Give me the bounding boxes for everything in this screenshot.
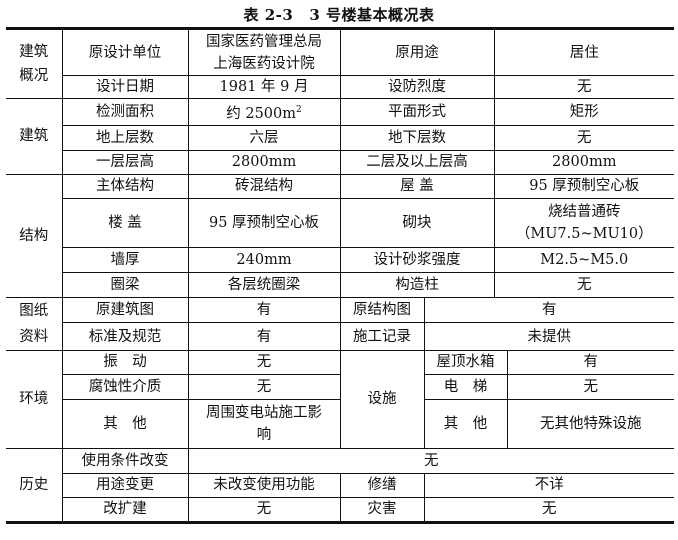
field-value: 烧结普通砖 （MU7.5~MU10）	[493, 197, 674, 248]
field-value: 有	[506, 349, 674, 375]
field-value: 有	[187, 296, 341, 324]
field-label: 灾害	[339, 496, 425, 524]
field-value: 无	[493, 271, 674, 298]
field-label: 设计砂浆强度	[339, 246, 495, 273]
field-label: 设计日期	[62, 75, 189, 99]
field-label: 屋 盖	[339, 173, 495, 199]
field-value: 240mm	[187, 246, 341, 273]
table-row: 建筑概况 原设计单位 国家医药管理总局 上海医药设计院 原用途 居住	[6, 27, 674, 99]
section-label: 建筑概况	[6, 27, 63, 99]
field-label: 标准及规范	[62, 322, 189, 351]
field-label: 地下层数	[339, 124, 495, 151]
field-label: 改扩建	[62, 496, 189, 524]
table-row: 结构 主体结构 砖混结构 屋 盖 95 厚预制空心板	[6, 173, 674, 298]
field-value: 矩形	[493, 98, 674, 126]
table-row: 图纸 资料 原建筑图 有 原结构图 有	[6, 296, 674, 351]
field-value: 无	[187, 349, 341, 375]
field-label: 腐蚀性介质	[62, 373, 189, 400]
field-value: 无	[506, 373, 674, 400]
field-value: 无	[187, 447, 674, 474]
table-row: 用途变更 未改变使用功能 修缮 不详	[6, 472, 674, 498]
field-value: 未提供	[423, 322, 674, 351]
field-value: 95 厚预制空心板	[187, 197, 341, 248]
field-label: 地上层数	[62, 124, 189, 151]
field-label: 一层层高	[62, 149, 189, 175]
field-label: 原建筑图	[61, 296, 189, 324]
field-label: 设防烈度	[339, 75, 495, 99]
field-value: 2800mm	[493, 149, 674, 175]
field-label: 其 他	[62, 398, 189, 449]
table-title: 表 2-3 3 号楼基本概况表	[0, 4, 678, 25]
field-label: 使用条件改变	[61, 447, 189, 474]
section-label: 历史	[6, 447, 63, 524]
field-value: 95 厚预制空心板	[493, 173, 674, 199]
field-value: 有	[423, 296, 674, 324]
field-value: 国家医药管理总局 上海医药设计院	[187, 27, 341, 76]
building-overview-table: 建筑概况 原设计单位 国家医药管理总局 上海医药设计院 原用途 居住 设计日期 1…	[6, 27, 674, 524]
table-row: 建筑 检测面积 约 2500m2 平面形式 矩形	[6, 98, 674, 175]
field-value: 无其他特殊设施	[506, 398, 674, 449]
field-value: 六层	[187, 124, 341, 151]
field-label: 振 动	[61, 349, 189, 375]
field-label: 原用途	[339, 27, 495, 76]
table-row: 一层层高 2800mm 二层及以上层高 2800mm	[6, 149, 674, 175]
field-label: 圈梁	[62, 271, 189, 298]
table-row: 墙厚 240mm 设计砂浆强度 M2.5~M5.0	[6, 246, 674, 273]
table-row: 改扩建 无 灾害 无	[6, 496, 674, 524]
field-label: 平面形式	[339, 98, 495, 126]
field-value: 无	[423, 496, 674, 524]
field-label: 检测面积	[61, 98, 189, 126]
field-label: 电 梯	[423, 373, 508, 400]
table-row: 楼 盖 95 厚预制空心板 砌块 烧结普通砖 （MU7.5~MU10）	[6, 197, 674, 248]
section-label: 图纸 资料	[6, 296, 63, 351]
field-value: 有	[187, 322, 341, 351]
table-row: 圈梁 各层统圈梁 构造柱 无	[6, 271, 674, 298]
field-label: 主体结构	[61, 173, 189, 199]
table-row: 历史 使用条件改变 无	[6, 447, 674, 524]
table-number: 表 2-3	[243, 6, 294, 24]
field-value: 1981 年 9 月	[187, 75, 341, 99]
field-value: 无	[187, 496, 341, 524]
field-label: 二层及以上层高	[339, 149, 495, 175]
field-label: 砌块	[339, 197, 495, 248]
field-label: 施工记录	[339, 322, 425, 351]
field-label: 其 他	[423, 398, 508, 449]
field-label: 构造柱	[339, 271, 495, 298]
table-row: 地上层数 六层 地下层数 无	[6, 124, 674, 151]
table-row: 其 他 周围变电站施工影响 其 他 无其他特殊设施	[6, 398, 674, 449]
field-label: 原结构图	[339, 296, 425, 324]
field-value: 周围变电站施工影响	[187, 398, 341, 449]
field-value: 未改变使用功能	[187, 472, 341, 498]
field-label: 用途变更	[62, 472, 189, 498]
field-value: 各层统圈梁	[187, 271, 341, 298]
field-value: M2.5~M5.0	[493, 246, 674, 273]
field-value: 无	[187, 373, 341, 400]
field-value: 约 2500m2	[187, 98, 341, 126]
table-row: 标准及规范 有 施工记录 未提供	[6, 322, 674, 351]
field-value: 无	[493, 75, 674, 99]
field-label: 屋顶水箱	[423, 349, 508, 375]
table-row: 环境 振 动 无 设施 屋顶水箱 有	[6, 349, 674, 449]
table-row: 设计日期 1981 年 9 月 设防烈度 无	[6, 75, 674, 99]
section-label: 环境	[6, 349, 63, 449]
field-label: 楼 盖	[62, 197, 189, 248]
field-value: 砖混结构	[187, 173, 341, 199]
section-label: 结构	[6, 173, 63, 298]
field-label: 墙厚	[62, 246, 189, 273]
field-value: 2800mm	[187, 149, 341, 175]
table-caption: 3 号楼基本概况表	[309, 6, 435, 24]
field-value: 无	[493, 124, 674, 151]
field-value: 不详	[423, 472, 674, 498]
field-value: 居住	[493, 27, 674, 76]
facilities-label: 设施	[339, 349, 425, 449]
field-label: 修缮	[339, 472, 425, 498]
field-label: 原设计单位	[61, 27, 189, 76]
section-label: 建筑	[6, 98, 63, 175]
